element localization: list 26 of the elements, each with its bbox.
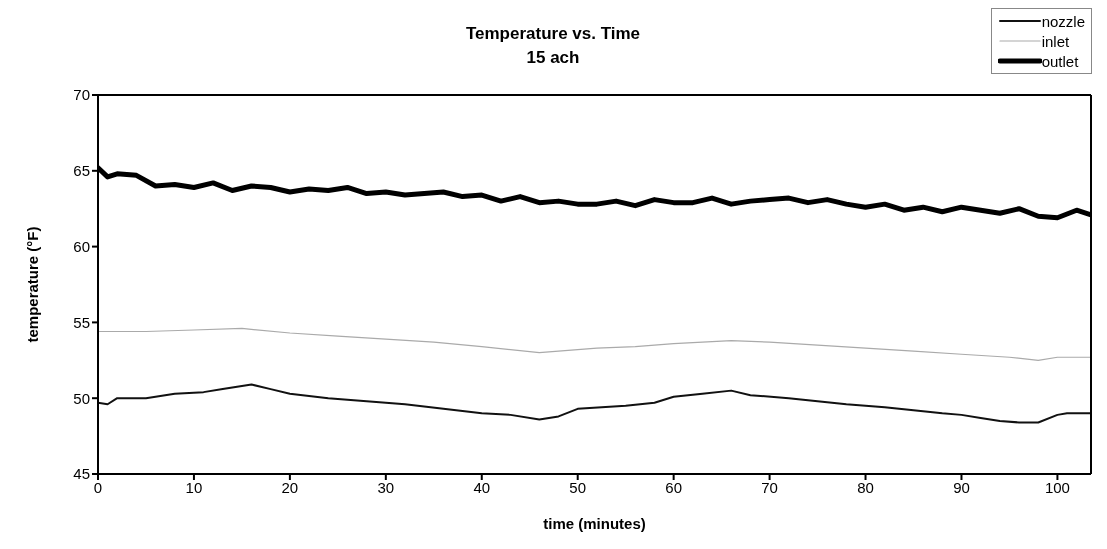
legend-label: inlet bbox=[1041, 32, 1070, 50]
x-tick-label: 10 bbox=[185, 478, 203, 496]
chart-title: Temperature vs. Time bbox=[465, 24, 641, 43]
line-series bbox=[98, 327, 1091, 361]
x-tick-label: 80 bbox=[857, 478, 874, 496]
x-tick-label: 70 bbox=[761, 478, 778, 496]
x-tick-label: 30 bbox=[377, 478, 395, 496]
y-tick-label: 60 bbox=[73, 237, 90, 255]
chart-subtitle: 15 ach bbox=[526, 48, 580, 67]
x-tick-label: 60 bbox=[665, 478, 682, 496]
x-tick-label: 40 bbox=[473, 478, 491, 496]
x-axis-title: time (minutes) bbox=[543, 515, 646, 532]
legend-label: outlet bbox=[1041, 52, 1079, 70]
x-tick-label: 0 bbox=[93, 478, 103, 496]
y-tick-label: 45 bbox=[73, 465, 90, 483]
x-tick-label: 100 bbox=[1044, 478, 1070, 496]
line-series bbox=[98, 383, 1091, 424]
y-tick-label: 50 bbox=[73, 389, 90, 407]
x-tick-label: 50 bbox=[569, 478, 587, 496]
y-axis-title: temperature (°F) bbox=[24, 226, 42, 343]
y-tick-label: 65 bbox=[73, 162, 90, 180]
legend-label: nozzle bbox=[1041, 12, 1085, 30]
y-tick-label: 55 bbox=[73, 313, 90, 331]
x-tick-label: 20 bbox=[281, 478, 299, 496]
x-tick-label: 90 bbox=[953, 478, 970, 496]
y-tick-label: 70 bbox=[73, 86, 90, 104]
